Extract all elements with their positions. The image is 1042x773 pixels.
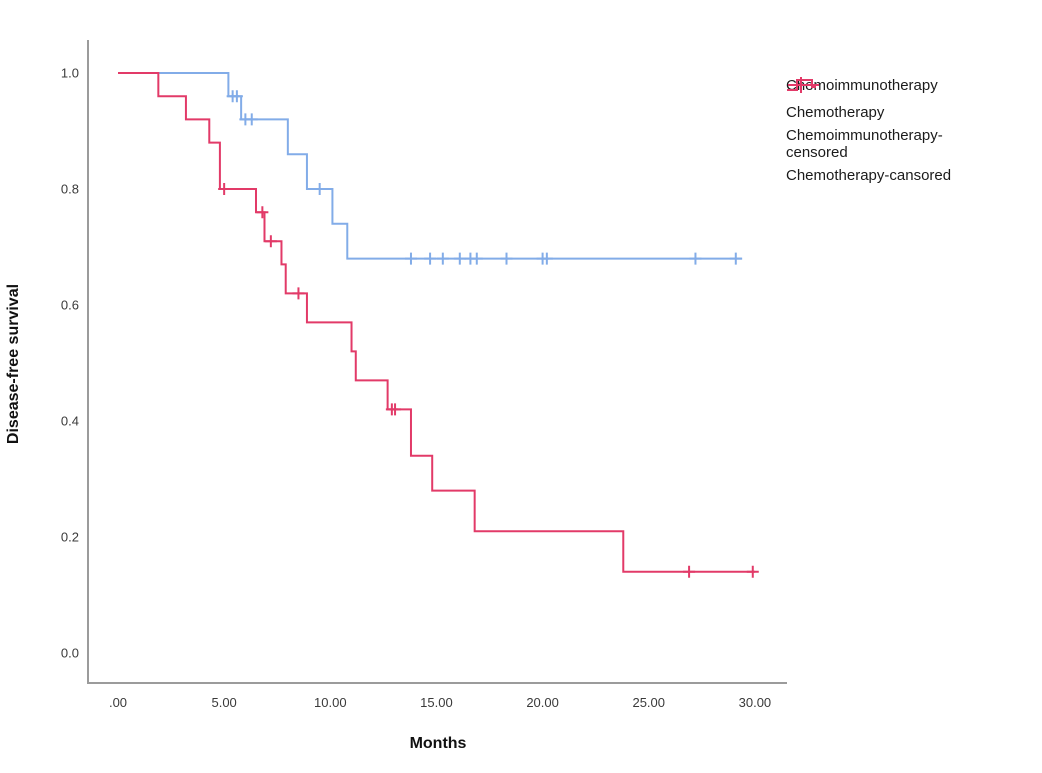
censored-mark-chemoimmunotherapy — [230, 90, 243, 103]
y-axis-title: Disease-free survival — [5, 283, 22, 445]
legend-label: Chemoimmunotherapy — [786, 76, 938, 94]
legend-item-chemotherapy-cansored: Chemotherapy-cansored — [786, 77, 1038, 189]
censored-mark-chemoimmunotherapy — [436, 252, 449, 265]
censored-mark-chemoimmunotherapy — [313, 183, 326, 195]
censored-mark-chemotherapy — [746, 565, 759, 578]
x-tick-label: 15.00 — [420, 695, 453, 710]
censored-mark-chemotherapy — [683, 565, 696, 578]
legend-label: Chemoimmunotherapy- censored — [786, 127, 943, 161]
censored-mark-chemoimmunotherapy — [245, 113, 258, 126]
censored-mark-chemoimmunotherapy — [453, 252, 466, 265]
censored-mark-chemotherapy — [218, 183, 231, 195]
legend-item-chemoimmunotherapy-censored: Chemoimmunotherapy- censored — [786, 77, 1038, 162]
censored-mark-chemoimmunotherapy — [404, 252, 417, 265]
x-axis-title: Months — [409, 735, 467, 752]
x-tick-label: 5.00 — [211, 695, 236, 710]
y-tick-label: 0.8 — [61, 182, 79, 197]
censored-mark-chemotherapy — [256, 206, 269, 219]
legend: Chemoimmunotherapy Chemotherapy Chemoimm… — [786, 74, 1038, 192]
y-tick-label: 0.6 — [61, 298, 79, 313]
censored-mark-chemoimmunotherapy — [470, 252, 483, 265]
y-tick-label: 1.0 — [61, 66, 79, 81]
censored-mark-chemoimmunotherapy — [424, 252, 437, 265]
censored-mark-chemoimmunotherapy — [500, 252, 513, 265]
x-tick-label: 30.00 — [739, 695, 772, 710]
series-chemotherapy-line — [118, 72, 755, 573]
legend-label: Chemotherapy — [786, 103, 885, 121]
censored-mark-chemoimmunotherapy — [540, 252, 553, 265]
legend-item-chemoimmunotherapy: Chemoimmunotherapy — [786, 74, 1038, 98]
censored-mark-chemoimmunotherapy — [729, 252, 742, 265]
x-tick-label: 25.00 — [632, 695, 665, 710]
y-tick-label: 0.4 — [61, 414, 79, 429]
censored-mark-chemoimmunotherapy — [689, 252, 702, 265]
plus-icon — [788, 77, 819, 93]
legend-item-chemotherapy: Chemotherapy — [786, 79, 1038, 125]
censored-mark-chemotherapy — [264, 235, 277, 248]
x-tick-label: 10.00 — [314, 695, 347, 710]
x-tick-label: 20.00 — [526, 695, 559, 710]
x-tick-label: .00 — [109, 695, 127, 710]
series-chemoimmunotherapy-line — [118, 72, 743, 260]
step-line-icon — [787, 79, 816, 91]
legend-label: Chemotherapy-cansored — [786, 167, 952, 185]
censored-mark-chemotherapy — [292, 287, 305, 300]
censored-mark-chemotherapy — [389, 403, 402, 416]
y-tick-label: 0.0 — [61, 646, 79, 661]
y-tick-label: 0.2 — [61, 530, 79, 545]
